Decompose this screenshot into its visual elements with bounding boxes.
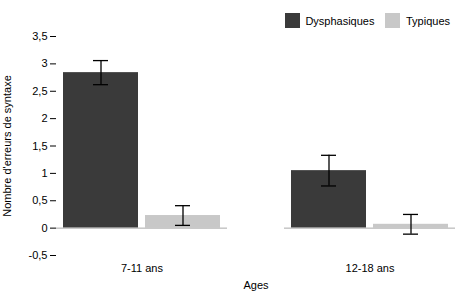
- svg-text:1: 1: [41, 167, 47, 179]
- svg-text:3: 3: [41, 57, 47, 69]
- svg-text:0,5: 0,5: [32, 194, 47, 206]
- html-text:Dysphasiques: Dysphasiques: [305, 14, 375, 27]
- html-text:Typiques: Typiques: [406, 14, 450, 27]
- svg-text:-0,5: -0,5: [29, 249, 48, 261]
- svg-text:2: 2: [41, 112, 47, 124]
- svg-text:12-18 ans: 12-18 ans: [346, 262, 395, 274]
- svg-text:1,5: 1,5: [32, 140, 47, 152]
- svg-text:7-11 ans: 7-11 ans: [121, 262, 163, 274]
- svg-text:Nombre d'erreurs de syntaxe: Nombre d'erreurs de syntaxe: [1, 75, 13, 217]
- svg-text:0: 0: [41, 222, 47, 234]
- svg-text:3,5: 3,5: [32, 30, 47, 42]
- svg-text:Ages: Ages: [243, 279, 269, 291]
- svg-text:2,5: 2,5: [32, 85, 47, 97]
